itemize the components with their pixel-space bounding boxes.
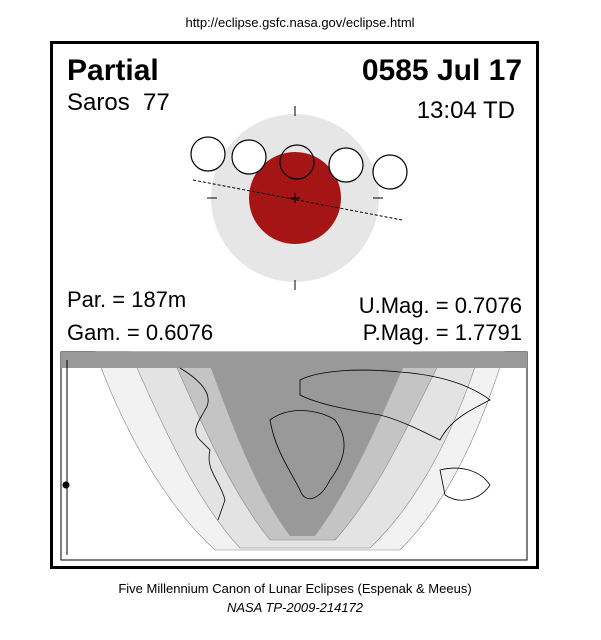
source-url: http://eclipse.gsfc.nasa.gov/eclipse.htm… bbox=[185, 15, 414, 30]
eclipse-time: 13:04 TD bbox=[417, 97, 515, 124]
saros: Saros 77 bbox=[67, 89, 170, 116]
marker bbox=[62, 481, 70, 489]
parameter: P.Mag. = 1.7791 bbox=[363, 320, 522, 345]
shadow-diagram bbox=[190, 106, 408, 290]
footer-canon: Five Millennium Canon of Lunar Eclipses … bbox=[118, 581, 471, 596]
moon bbox=[372, 154, 408, 190]
moon bbox=[279, 144, 315, 180]
total-visible-zone bbox=[205, 352, 410, 536]
moon bbox=[231, 139, 267, 175]
parameter: U.Mag. = 0.7076 bbox=[359, 293, 522, 318]
moon bbox=[328, 147, 364, 183]
moon bbox=[190, 136, 226, 172]
frame bbox=[50, 41, 539, 569]
eclipse-type: Partial bbox=[67, 54, 159, 87]
parameter: Gam. = 0.6076 bbox=[67, 320, 213, 345]
footer-reference: NASA TP-2009-214172 bbox=[227, 600, 364, 615]
polar-band bbox=[61, 352, 527, 368]
eclipse-date: 0585 Jul 17 bbox=[362, 54, 522, 87]
coastlines bbox=[179, 367, 491, 521]
parameter: Par. = 187m bbox=[67, 287, 186, 312]
world-map bbox=[60, 351, 528, 561]
moon-path bbox=[192, 179, 403, 221]
axis-ticks bbox=[207, 106, 383, 290]
